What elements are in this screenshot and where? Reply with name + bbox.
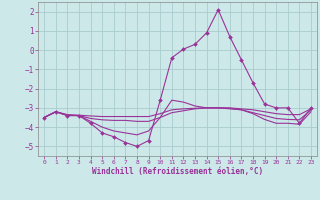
X-axis label: Windchill (Refroidissement éolien,°C): Windchill (Refroidissement éolien,°C) bbox=[92, 167, 263, 176]
